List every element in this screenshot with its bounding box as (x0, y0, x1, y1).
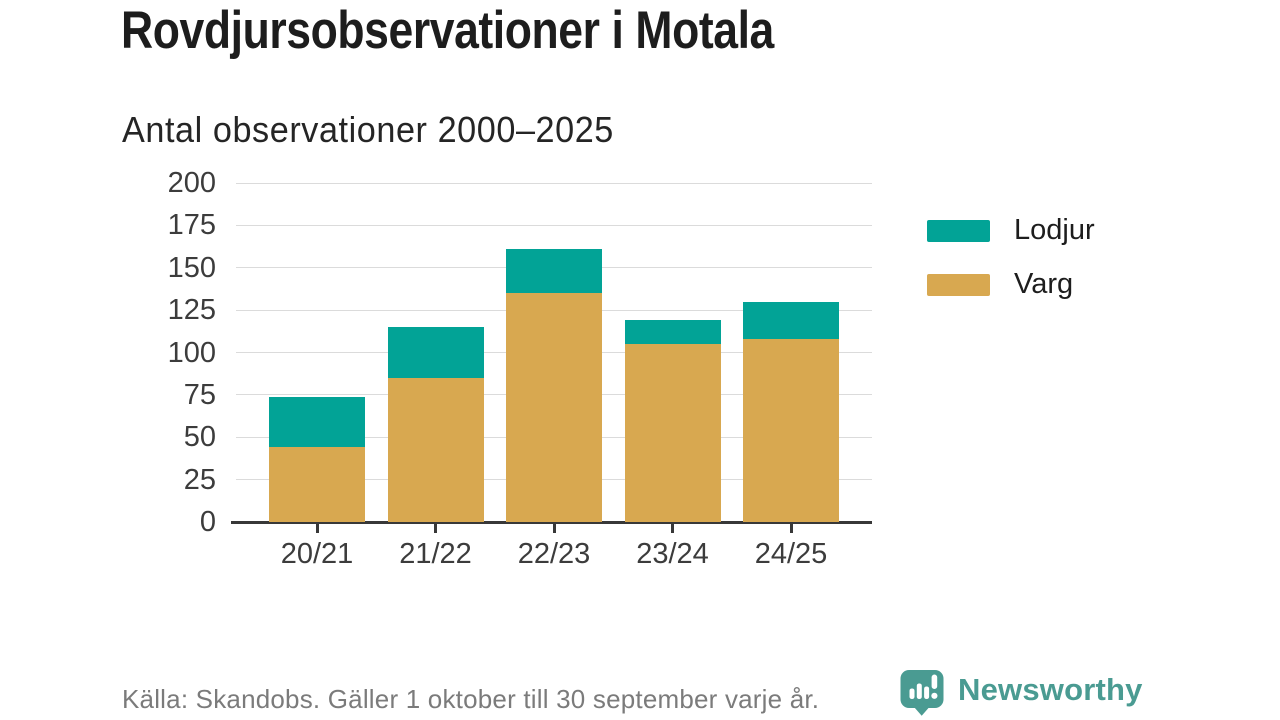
legend: Lodjur Varg (927, 216, 1095, 299)
bar-segment-lodjur (743, 301, 839, 339)
legend-item-varg: Varg (927, 270, 1095, 299)
y-axis-label: 175 (167, 209, 216, 242)
x-axis-label: 24/25 (754, 538, 828, 570)
x-axis-tick (671, 524, 674, 533)
bar-segment-lodjur (506, 249, 602, 294)
x-axis-label: 20/21 (280, 538, 354, 570)
gridline (236, 182, 872, 184)
y-axis-label: 50 (183, 421, 216, 454)
y-axis-label: 200 (167, 167, 216, 199)
y-axis: 0 25 50 75 100 125 150 175 200 (96, 168, 216, 537)
bar-segment-lodjur (269, 396, 365, 448)
y-axis-label: 125 (167, 294, 216, 327)
bar-segment-lodjur (387, 327, 484, 378)
legend-label: Varg (1014, 268, 1074, 300)
x-axis-label: 23/24 (636, 538, 709, 570)
y-axis-label: 150 (167, 251, 216, 284)
x-axis-line (231, 521, 872, 524)
legend-item-lodjur: Lodjur (927, 216, 1095, 245)
y-axis-label: 25 (183, 463, 216, 496)
newsworthy-icon (900, 670, 944, 716)
y-axis-label: 75 (183, 378, 216, 411)
plot-area: 20/21 21/22 22/23 23/24 24/25 (231, 182, 872, 570)
x-axis-label: 21/22 (399, 538, 472, 570)
gridline (236, 224, 872, 226)
bar-segment-varg (743, 338, 839, 522)
legend-label: Lodjur (1014, 214, 1095, 246)
x-axis-label: 22/23 (517, 538, 591, 570)
bar-segment-varg (506, 293, 602, 522)
legend-swatch-lodjur (927, 219, 990, 242)
bar-segment-varg (387, 377, 484, 522)
bar-segment-varg (624, 344, 721, 522)
bar-segment-varg (269, 447, 365, 522)
bar-segment-lodjur (624, 320, 721, 345)
footer-source: Källa: Skandobs. Gäller 1 oktober till 3… (122, 684, 820, 714)
brand-logo: Newsworthy (898, 667, 1143, 717)
x-axis-tick (315, 524, 319, 533)
x-axis-tick (789, 524, 793, 533)
chart-title: Rovdjursobservationer i Motala (121, 1, 774, 60)
brand-name: Newsworthy (958, 671, 1143, 707)
y-axis-label: 100 (167, 336, 216, 369)
x-axis-tick (552, 524, 556, 533)
x-axis-tick (434, 524, 437, 533)
chart-subtitle: Antal observationer 2000–2025 (122, 109, 614, 150)
y-axis-label: 0 (199, 506, 216, 538)
legend-swatch-varg (927, 273, 990, 296)
